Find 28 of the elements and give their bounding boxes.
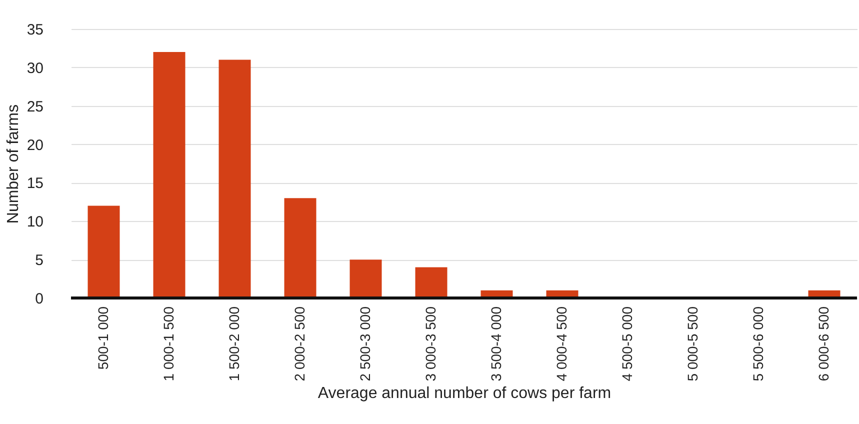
x-tick-label: 5 000-5 500	[684, 306, 700, 382]
x-tick-label: 1 500-2 000	[226, 306, 242, 382]
bar	[415, 267, 448, 298]
y-tick-label: 25	[26, 98, 44, 116]
x-tick-label: 6 000-6 500	[815, 306, 832, 382]
x-tick-label: 3 000-3 500	[422, 306, 438, 382]
x-tick-label: 5 500-6 000	[750, 306, 766, 382]
bar	[153, 52, 186, 298]
x-tick-label: 2 500-3 000	[356, 306, 373, 382]
y-tick-label: 20	[26, 136, 44, 154]
x-tick-label: 500-1 000	[94, 306, 111, 370]
y-tick-label: 5	[35, 252, 44, 270]
y-tick-label: 10	[26, 214, 44, 231]
x-tick-label: 4 000-4 500	[553, 306, 570, 382]
bar	[284, 198, 316, 298]
y-axis-title: Number of farms	[4, 104, 22, 224]
x-tick-label: 1 000-1 500	[160, 306, 176, 382]
bar	[350, 260, 382, 298]
x-axis-title: Average annual number of cows per farm	[318, 385, 612, 402]
x-tick-label: 4 500-5 000	[618, 306, 635, 382]
x-tick-label: 2 000-2 500	[291, 306, 308, 382]
bar	[88, 206, 120, 298]
y-tick-label: 30	[26, 60, 44, 77]
x-tick-label: 3 500-4 000	[488, 306, 504, 382]
y-tick-label: 35	[26, 22, 44, 38]
y-tick-label: 0	[35, 290, 44, 308]
bar	[218, 60, 251, 298]
y-tick-label: 15	[26, 175, 44, 192]
